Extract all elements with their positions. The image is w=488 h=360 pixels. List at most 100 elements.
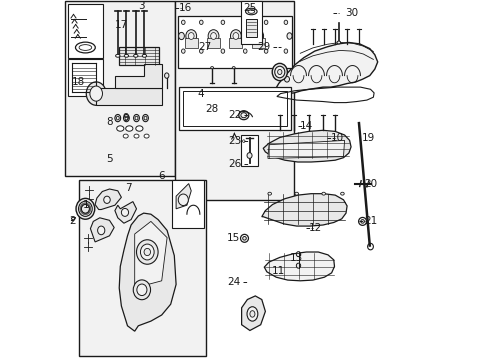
Polygon shape <box>90 218 114 242</box>
Bar <box>241 135 258 166</box>
Ellipse shape <box>255 32 261 40</box>
Ellipse shape <box>340 192 344 195</box>
Bar <box>241 1 261 44</box>
Text: 4: 4 <box>197 89 204 99</box>
Ellipse shape <box>232 67 235 69</box>
Ellipse shape <box>208 30 219 42</box>
Text: 24: 24 <box>226 276 240 287</box>
Text: 9: 9 <box>122 113 128 123</box>
Text: 18: 18 <box>72 77 85 87</box>
Polygon shape <box>134 221 167 288</box>
Bar <box>206 38 220 48</box>
Ellipse shape <box>115 114 121 122</box>
Ellipse shape <box>115 54 120 57</box>
Ellipse shape <box>296 252 300 257</box>
Ellipse shape <box>117 126 123 131</box>
Ellipse shape <box>144 248 150 256</box>
Bar <box>184 38 197 48</box>
Ellipse shape <box>81 204 89 213</box>
Ellipse shape <box>133 54 138 57</box>
Text: 25: 25 <box>243 3 256 13</box>
Polygon shape <box>176 184 191 209</box>
Polygon shape <box>261 194 346 226</box>
Ellipse shape <box>142 114 148 122</box>
Polygon shape <box>115 202 136 223</box>
Text: 28: 28 <box>204 104 218 114</box>
Ellipse shape <box>272 63 287 81</box>
Bar <box>79 180 205 356</box>
Ellipse shape <box>221 20 224 24</box>
Ellipse shape <box>79 45 91 50</box>
Ellipse shape <box>243 20 246 24</box>
Text: 2: 2 <box>69 216 75 226</box>
Text: 10: 10 <box>330 132 344 143</box>
Ellipse shape <box>247 10 254 13</box>
Polygon shape <box>96 88 162 105</box>
Ellipse shape <box>140 244 154 260</box>
Ellipse shape <box>188 32 194 40</box>
Polygon shape <box>267 140 344 158</box>
Bar <box>68 4 103 58</box>
Ellipse shape <box>210 67 213 69</box>
Ellipse shape <box>267 192 271 195</box>
Ellipse shape <box>135 116 138 120</box>
Polygon shape <box>264 252 334 281</box>
Ellipse shape <box>103 196 110 203</box>
Text: 21: 21 <box>363 216 377 226</box>
Bar <box>245 19 256 37</box>
Ellipse shape <box>76 198 95 219</box>
Text: 15: 15 <box>226 233 240 243</box>
Bar <box>229 38 242 48</box>
Ellipse shape <box>321 192 325 195</box>
Ellipse shape <box>124 54 128 57</box>
Ellipse shape <box>249 311 254 317</box>
Ellipse shape <box>121 208 128 216</box>
Ellipse shape <box>242 237 246 240</box>
Text: 14: 14 <box>300 121 313 131</box>
Ellipse shape <box>238 111 248 120</box>
Ellipse shape <box>294 192 298 195</box>
Ellipse shape <box>98 226 104 235</box>
Ellipse shape <box>286 33 291 39</box>
Ellipse shape <box>134 134 139 138</box>
Ellipse shape <box>133 114 139 122</box>
Polygon shape <box>263 130 350 162</box>
Ellipse shape <box>181 20 185 24</box>
Ellipse shape <box>75 42 95 53</box>
Ellipse shape <box>185 30 196 42</box>
Ellipse shape <box>296 263 300 268</box>
Ellipse shape <box>230 30 241 42</box>
Ellipse shape <box>360 220 364 223</box>
Text: 6: 6 <box>158 171 164 181</box>
Ellipse shape <box>125 126 133 131</box>
Ellipse shape <box>221 49 224 53</box>
Ellipse shape <box>86 82 106 105</box>
Ellipse shape <box>90 86 102 101</box>
Polygon shape <box>115 64 162 88</box>
Ellipse shape <box>144 134 149 138</box>
Text: 1: 1 <box>82 200 89 210</box>
Ellipse shape <box>133 280 150 300</box>
Ellipse shape <box>137 284 146 296</box>
Bar <box>179 87 290 130</box>
Bar <box>175 1 294 200</box>
Ellipse shape <box>264 49 267 53</box>
Bar <box>178 16 291 68</box>
Ellipse shape <box>123 134 128 138</box>
Ellipse shape <box>210 32 216 40</box>
Text: 27: 27 <box>198 42 211 52</box>
Ellipse shape <box>284 76 289 82</box>
Ellipse shape <box>246 307 257 321</box>
Ellipse shape <box>284 20 287 24</box>
Bar <box>182 91 286 126</box>
Ellipse shape <box>125 116 127 120</box>
Text: 11: 11 <box>271 266 284 276</box>
Text: 3: 3 <box>138 1 145 12</box>
Ellipse shape <box>284 49 287 53</box>
Ellipse shape <box>245 8 257 15</box>
Ellipse shape <box>142 54 146 57</box>
Ellipse shape <box>144 116 146 120</box>
Polygon shape <box>273 42 377 94</box>
Text: 16: 16 <box>179 3 192 13</box>
Ellipse shape <box>243 49 246 53</box>
